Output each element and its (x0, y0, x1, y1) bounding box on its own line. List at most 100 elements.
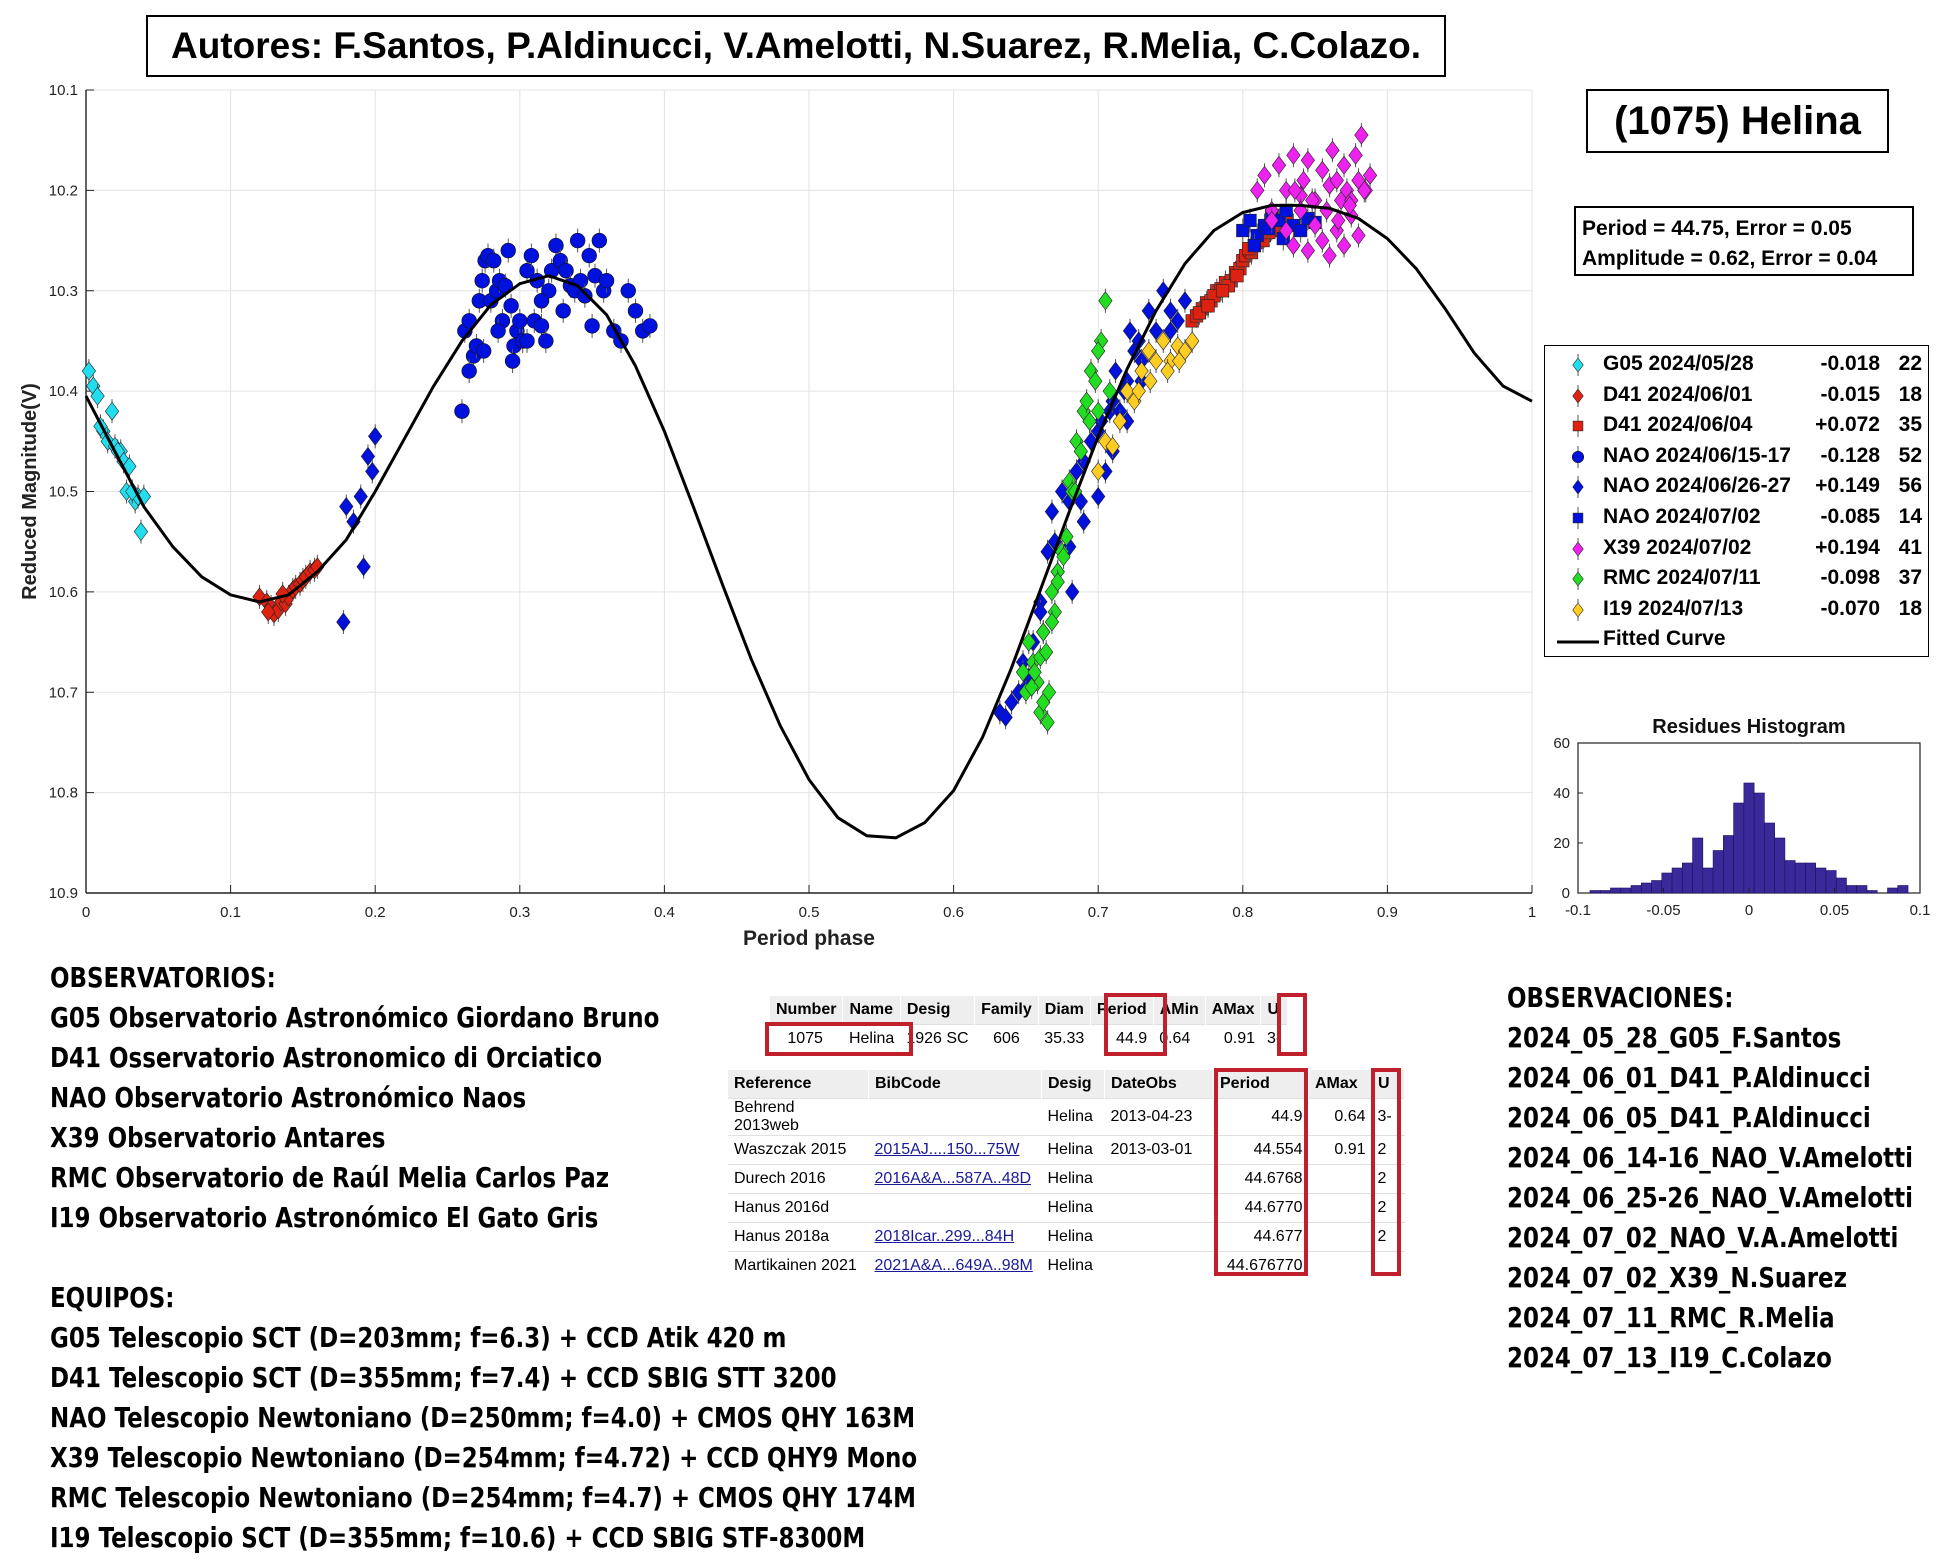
data-point (1286, 145, 1301, 165)
legend-entry: D41 2024/06/04 +0.072 35 (1545, 411, 1928, 441)
table-header: Number (770, 996, 844, 1025)
table-cell: 44.6768 (1213, 1164, 1309, 1194)
data-point (1148, 351, 1164, 371)
legend-entry: RMC 2024/07/11 -0.098 37 (1545, 564, 1928, 594)
legend-offset: -0.098 (1820, 566, 1880, 590)
y-tick-label: 10.2 (49, 182, 78, 199)
data-point (1148, 321, 1164, 341)
observatorio-item: G05 Observatorio Astronómico Giordano Br… (50, 1001, 660, 1034)
data-point (1039, 642, 1054, 662)
data-point (1015, 662, 1031, 682)
data-point (368, 426, 383, 446)
data-point (1102, 381, 1117, 401)
table-header: BibCode (868, 1070, 1042, 1099)
legend-marker-shape (1571, 450, 1585, 463)
y-tick-label: 10.6 (49, 584, 78, 601)
data-point (1325, 140, 1340, 160)
data-point (122, 456, 137, 476)
data-point (533, 318, 550, 334)
data-point (548, 237, 564, 254)
table-row: Behrend 2013web Helina 2013-04-23 44.9 0.64 3… (728, 1098, 1405, 1136)
data-point (310, 557, 325, 577)
legend-marker-diamond (1572, 476, 1584, 499)
equipo-item: NAO Telescopio Newtoniano (D=250mm; f=4.… (50, 1401, 916, 1434)
equipo-item: D41 Telescopio SCT (D=355mm; f=7.4) + CC… (50, 1361, 837, 1394)
data-point (1044, 612, 1060, 632)
data-point (1351, 226, 1366, 246)
x-tick-label: 0.6 (943, 904, 964, 921)
data-point (360, 446, 376, 466)
object-name: (1075) Helina (1586, 89, 1889, 153)
observatorios-block: OBSERVATORIOS: G05 Observatorio Astronóm… (50, 958, 659, 1238)
x-tick-label: 0.2 (365, 904, 386, 921)
lightcurve-chart: 0 0.1 0.2 0.3 0.4 0.5 0.6 0.7 0.8 0.9 1 10.1 10.2 10.… (19, 82, 1536, 950)
data-point (627, 303, 644, 319)
data-point (1027, 662, 1042, 682)
table-cell[interactable]: 2015AJ....150...75W (868, 1135, 1042, 1165)
observacion-item: 2024_06_25-26_NAO_V.Amelotti (1507, 1181, 1913, 1214)
data-point (461, 363, 477, 379)
observatorio-item: RMC Observatorio de Raúl Melia Carlos Pa… (50, 1161, 610, 1194)
table-cell[interactable]: 2018Icar..299...84H (868, 1222, 1042, 1252)
observatorio-item: NAO Observatorio Astronómico Naos (50, 1081, 527, 1114)
table-cell: Helina (1041, 1222, 1105, 1252)
y-tick-label: 10.3 (49, 283, 78, 300)
table-cell: 44.6770 (1213, 1193, 1309, 1223)
table-cell (1308, 1193, 1372, 1223)
observatorios-heading: OBSERVATORIOS: (50, 961, 276, 994)
data-point (1050, 572, 1065, 592)
x-tick-label: 0.7 (1088, 904, 1109, 921)
data-point (1315, 160, 1330, 180)
data-point (1044, 502, 1060, 522)
observacion-item: 2024_07_11_RMC_R.Melia (1507, 1301, 1835, 1334)
table-cell: Helina (1041, 1251, 1105, 1280)
data-point (1091, 341, 1106, 361)
table-header: Family (974, 996, 1039, 1025)
data-point (1286, 236, 1301, 256)
data-point (533, 293, 550, 309)
y-tick-label: 10.1 (49, 82, 78, 99)
data-point (133, 522, 149, 542)
data-point (1091, 461, 1106, 481)
data-point (1122, 321, 1138, 341)
table-header: AMin (1153, 996, 1206, 1025)
data-point (1357, 180, 1372, 200)
y-tick-label: 10.7 (49, 684, 78, 701)
table-cell (1308, 1251, 1372, 1280)
table-header: Period (1213, 1070, 1309, 1099)
data-point (1040, 712, 1055, 732)
legend-offset: +0.072 (1815, 413, 1880, 437)
data-point (1082, 411, 1097, 431)
data-point (1041, 682, 1057, 702)
legend-label: G05 2024/05/28 (1603, 352, 1754, 375)
highlight-number-name (765, 1022, 913, 1056)
table-cell (868, 1193, 1042, 1223)
data-point (1065, 582, 1080, 602)
data-point (125, 482, 140, 501)
period-line: Period = 44.75, Error = 0.05 (1582, 217, 1852, 240)
data-point (1247, 238, 1261, 253)
data-point (353, 487, 368, 507)
table-cell[interactable]: 2016A&A...587A..48D (868, 1164, 1042, 1194)
data-point (1134, 361, 1149, 381)
table-cell[interactable]: 2021A&A...649A..98M (868, 1251, 1042, 1280)
data-point (1141, 341, 1156, 361)
legend-marker-diamond (1572, 568, 1584, 591)
observacion-item: 2024_07_13_I19_C.Colazo (1507, 1341, 1832, 1374)
x-tick-label: 0.9 (1377, 904, 1398, 921)
legend-offset: +0.194 (1815, 535, 1880, 559)
table-cell: 44.554 (1213, 1135, 1309, 1165)
x-tick-label: 0.3 (509, 904, 530, 921)
data-point (558, 262, 574, 279)
period-references-table: Reference BibCode Desig DateObs Period A… (728, 1070, 1405, 1280)
legend-count: 18 (1898, 596, 1922, 620)
table-row: Hanus 2016d Helina 44.6770 2 (728, 1193, 1405, 1223)
legend-marker-shape (1572, 541, 1584, 557)
table-header: Reference (728, 1070, 869, 1099)
table-cell (1104, 1164, 1214, 1194)
data-point (569, 232, 586, 249)
table-cell: 2013-03-01 (1104, 1135, 1214, 1165)
table-cell: 35.33 (1038, 1024, 1091, 1053)
data-point (1091, 487, 1106, 507)
equipo-item: RMC Telescopio Newtoniano (D=254mm; f=4.… (50, 1481, 916, 1514)
